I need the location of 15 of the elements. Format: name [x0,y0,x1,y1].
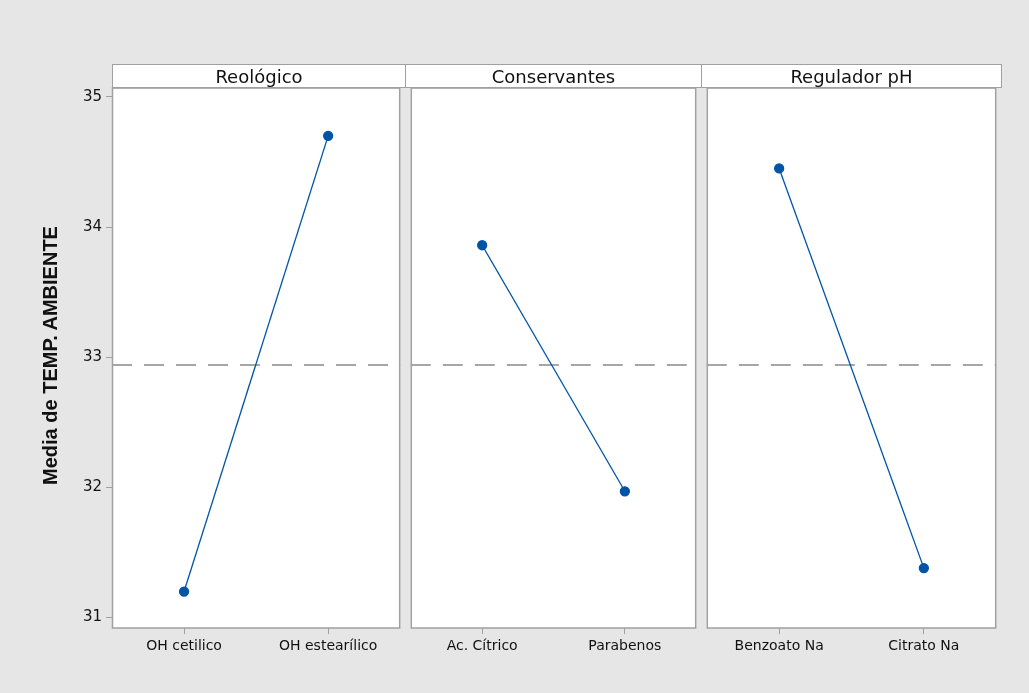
x-tick-label: OH cetilico [146,637,222,654]
x-tick-label: Benzoato Na [734,637,824,654]
x-tick-label: Parabenos [588,637,662,654]
x-tick-label: Citrato Na [888,637,960,654]
y-tick-label: 34 [82,216,102,235]
y-axis-title: Media de TEMP. AMBIENTE [38,225,62,487]
y-tick-label: 32 [82,477,102,496]
y-tick-label: 31 [82,607,102,626]
chart-title: Reológico [112,64,406,88]
x-tick-label: OH estearílico [279,637,378,654]
chart-title: Conservantes [405,64,702,88]
y-tick-label: 33 [82,347,102,366]
y-tick-label: 35 [82,86,102,105]
x-tick-label: Ac. Cítrico [446,637,518,654]
chart-title: Regulador pH [701,64,1002,88]
